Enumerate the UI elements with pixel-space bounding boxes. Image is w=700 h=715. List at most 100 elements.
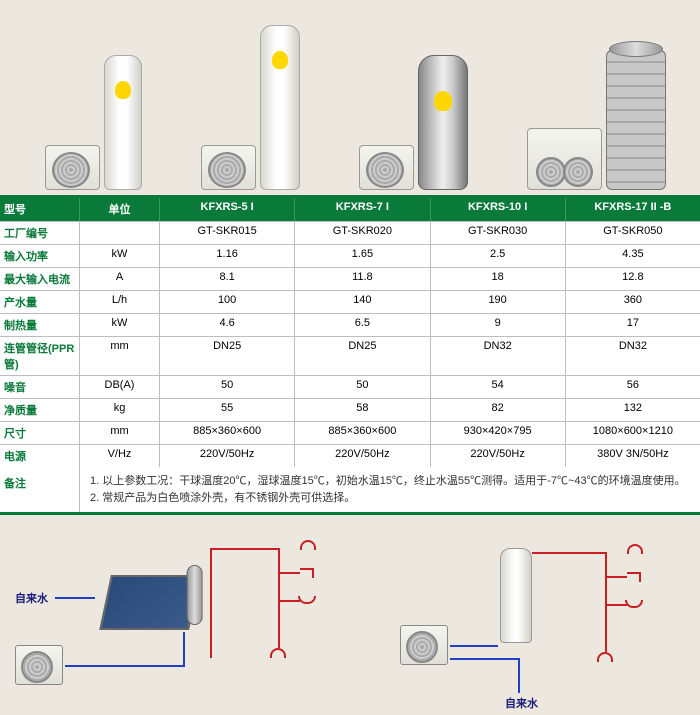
cold-pipe <box>450 658 520 660</box>
cold-pipe <box>183 632 185 667</box>
row-label: 净质量 <box>0 399 80 421</box>
header-col-3: KFXRS-10 I <box>431 198 566 221</box>
storage-tank-icon <box>500 548 532 643</box>
cell-value: 885×360×600 <box>160 422 295 444</box>
cell-value: 220V/50Hz <box>160 445 295 467</box>
cell-value: 132 <box>566 399 700 421</box>
heatpump-unit-icon <box>400 625 448 665</box>
diagrams-row: 自来水 自来水 <box>0 515 700 715</box>
header-col-2: KFXRS-7 I <box>295 198 430 221</box>
table-row: 制热量kW4.66.5917 <box>0 314 700 337</box>
hot-pipe <box>605 552 607 652</box>
cell-value: 56 <box>566 376 700 398</box>
row-label: 输入功率 <box>0 245 80 267</box>
ac-unit-icon <box>359 145 414 190</box>
row-unit: kW <box>80 314 160 336</box>
cell-value: 11.8 <box>295 268 430 290</box>
cell-value: 360 <box>566 291 700 313</box>
cell-value: 50 <box>295 376 430 398</box>
cell-value: DN32 <box>431 337 566 375</box>
ac-unit-icon <box>45 145 100 190</box>
cell-value: 82 <box>431 399 566 421</box>
header-col-4: KFXRS-17 II -B <box>566 198 700 221</box>
cell-value: 930×420×795 <box>431 422 566 444</box>
cell-value: DN25 <box>160 337 295 375</box>
row-unit: DB(A) <box>80 376 160 398</box>
hot-pipe <box>532 552 607 554</box>
water-tank-white-tall <box>260 25 300 190</box>
cell-value: 8.1 <box>160 268 295 290</box>
row-unit: kg <box>80 399 160 421</box>
cell-value: GT-SKR050 <box>566 222 700 244</box>
header-model: 型号 <box>0 198 80 221</box>
row-label: 连管管径(PPR管) <box>0 337 80 375</box>
cell-value: 9 <box>431 314 566 336</box>
cell-value: 190 <box>431 291 566 313</box>
cell-value: 220V/50Hz <box>295 445 430 467</box>
hot-pipe <box>210 548 280 550</box>
product-3 <box>359 55 468 190</box>
cell-value: 58 <box>295 399 430 421</box>
hot-pipe <box>278 600 300 602</box>
row-label: 噪音 <box>0 376 80 398</box>
table-row: 尺寸mm885×360×600885×360×600930×420×795108… <box>0 422 700 445</box>
row-label: 尺寸 <box>0 422 80 444</box>
cell-value: 380V 3N/50Hz <box>566 445 700 467</box>
notes-label: 备注 <box>0 467 80 512</box>
product-4 <box>527 50 666 190</box>
cell-value: 18 <box>431 268 566 290</box>
diagram-solar-heatpump: 自来水 <box>10 530 340 705</box>
cold-pipe <box>518 658 520 693</box>
cell-value: 6.5 <box>295 314 430 336</box>
table-row: 输入功率kW1.161.652.54.35 <box>0 245 700 268</box>
cold-pipe <box>55 597 95 599</box>
spec-table: 型号 单位 KFXRS-5 I KFXRS-7 I KFXRS-10 I KFX… <box>0 195 700 515</box>
shower-icon <box>627 544 643 560</box>
hot-pipe <box>605 604 627 606</box>
shower-icon <box>597 652 613 668</box>
notes-row: 备注 1. 以上参数工况：干球温度20℃，湿球温度15℃，初始水温15℃，终止水… <box>0 467 700 512</box>
note-line-1: 1. 以上参数工况：干球温度20℃，湿球温度15℃，初始水温15℃，终止水温55… <box>90 473 690 490</box>
row-unit: V/Hz <box>80 445 160 467</box>
ac-unit-icon <box>201 145 256 190</box>
water-tank-white <box>104 55 142 190</box>
table-row: 连管管径(PPR管)mmDN25DN25DN32DN32 <box>0 337 700 376</box>
hot-pipe <box>278 572 300 574</box>
header-unit: 单位 <box>80 198 160 221</box>
cell-value: DN25 <box>295 337 430 375</box>
cold-pipe <box>65 665 185 667</box>
table-row: 工厂编号GT-SKR015GT-SKR020GT-SKR030GT-SKR050 <box>0 222 700 245</box>
basin-icon <box>625 600 643 608</box>
hot-pipe <box>278 548 280 648</box>
shower-icon <box>300 540 316 556</box>
cell-value: 55 <box>160 399 295 421</box>
cell-value: GT-SKR020 <box>295 222 430 244</box>
table-row: 产水量L/h100140190360 <box>0 291 700 314</box>
row-unit: A <box>80 268 160 290</box>
cell-value: 4.6 <box>160 314 295 336</box>
cell-value: 4.35 <box>566 245 700 267</box>
cell-value: 54 <box>431 376 566 398</box>
water-tank-silver <box>418 55 468 190</box>
row-label: 制热量 <box>0 314 80 336</box>
ac-unit-large-icon <box>527 128 602 190</box>
row-unit <box>80 222 160 244</box>
product-1 <box>45 55 142 190</box>
row-unit: mm <box>80 337 160 375</box>
cell-value: 1.65 <box>295 245 430 267</box>
cell-value: 885×360×600 <box>295 422 430 444</box>
cell-value: 220V/50Hz <box>431 445 566 467</box>
product-2 <box>201 25 300 190</box>
tap-water-label: 自来水 <box>505 695 538 711</box>
notes-body: 1. 以上参数工况：干球温度20℃，湿球温度15℃，初始水温15℃，终止水温55… <box>80 467 700 512</box>
diagram-heatpump-tank: 自来水 <box>360 530 690 705</box>
hot-pipe <box>605 576 627 578</box>
row-unit: mm <box>80 422 160 444</box>
cell-value: 140 <box>295 291 430 313</box>
cell-value: DN32 <box>566 337 700 375</box>
table-row: 电源V/Hz220V/50Hz220V/50Hz220V/50Hz380V 3N… <box>0 445 700 467</box>
table-row: 噪音DB(A)50505456 <box>0 376 700 399</box>
water-tank-ribbed <box>606 50 666 190</box>
solar-collector-icon <box>99 575 201 630</box>
row-label: 工厂编号 <box>0 222 80 244</box>
